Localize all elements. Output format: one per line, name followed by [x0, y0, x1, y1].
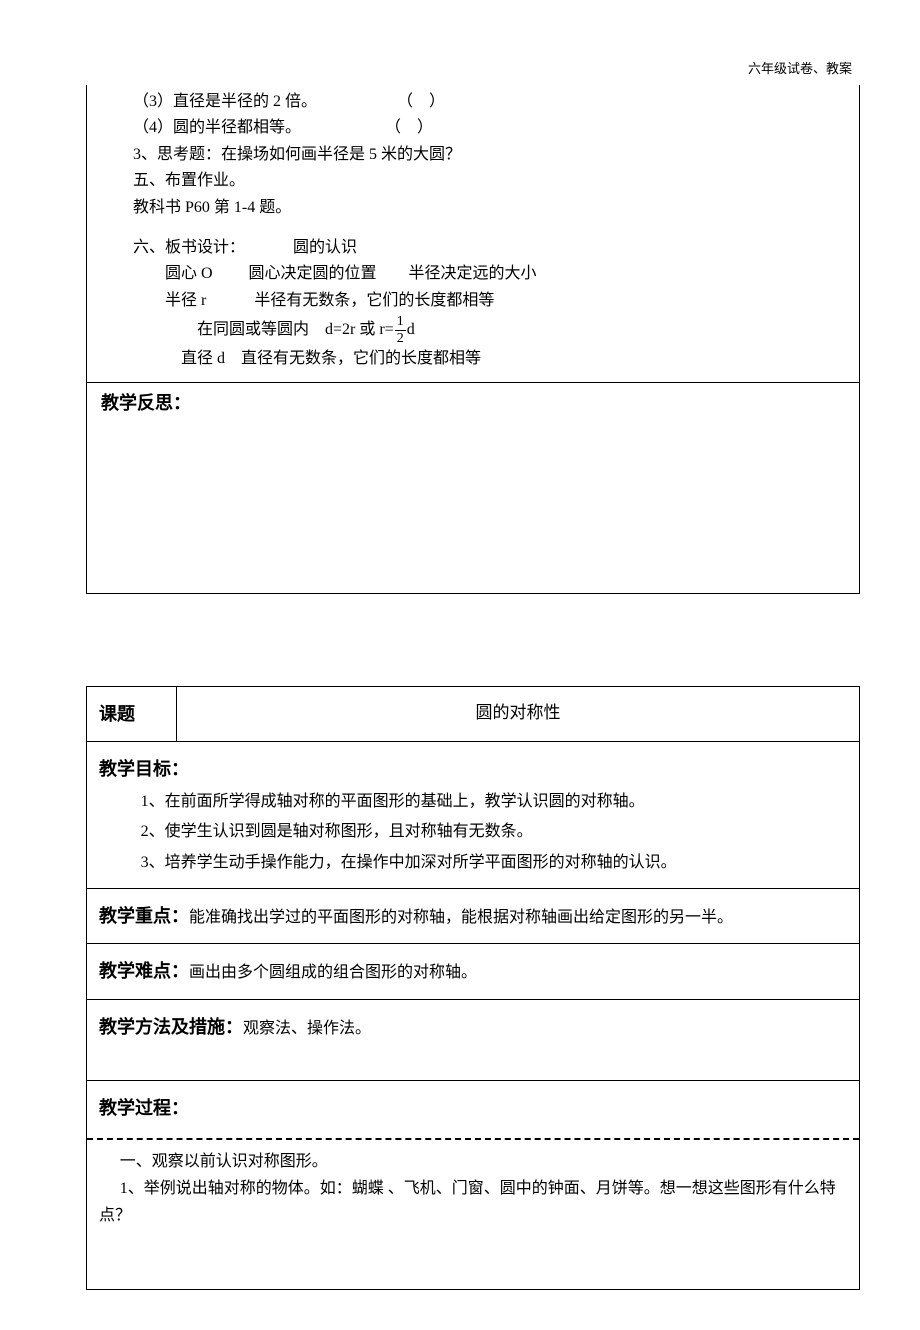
method-label: 教学方法及措施：	[99, 1017, 243, 1037]
item-4: （4）圆的半径都相等。 （ ）	[101, 115, 845, 141]
item-3: （3）直径是半径的 2 倍。 （ ）	[101, 89, 845, 115]
method-text: 观察法、操作法。	[243, 1020, 371, 1037]
homework: 教科书 P60 第 1-4 题。	[101, 195, 845, 221]
page-header-note: 六年级试卷、教案	[86, 58, 860, 77]
keypoint-cell: 教学重点：能准确找出学过的平面图形的对称轴，能根据对称轴画出给定图形的另一半。	[87, 889, 860, 944]
method-cell: 教学方法及措施：观察法、操作法。	[87, 999, 860, 1080]
lesson1-content: （3）直径是半径的 2 倍。 （ ） （4）圆的半径都相等。 （ ） 3、思考题…	[87, 85, 859, 383]
process-step-2: 1、举例说出轴对称的物体。如：蝴蝶 、飞机、门窗、圆中的钟面、月饼等。想一想这些…	[99, 1175, 847, 1229]
lesson-box-1: （3）直径是半径的 2 倍。 （ ） （4）圆的半径都相等。 （ ） 3、思考题…	[86, 85, 860, 594]
keypoint-text: 能准确找出学过的平面图形的对称轴，能根据对称轴画出给定图形的另一半。	[189, 909, 733, 926]
difficulty-cell: 教学难点：画出由多个圆组成的组合图形的对称轴。	[87, 944, 860, 999]
topic: 圆的对称性	[177, 687, 860, 742]
keti-label: 课题	[87, 687, 177, 742]
objectives-cell: 教学目标： 1、在前面所学得成轴对称的平面图形的基础上，教学认识圆的对称轴。 2…	[87, 742, 860, 889]
formula-pre: 在同圆或等圆内 d=2r 或 r=	[197, 317, 394, 343]
process-step-1: 一、观察以前认识对称图形。	[99, 1148, 847, 1175]
reflection-cell: 教学反思：	[87, 383, 859, 593]
fraction-num: 1	[395, 314, 406, 330]
process-cell: 教学过程： 一、观察以前认识对称图形。 1、举例说出轴对称的物体。如：蝴蝶 、飞…	[87, 1081, 860, 1290]
board-line-3: 直径 d 直径有无数条，它们的长度都相等	[101, 346, 845, 372]
objective-3: 3、培养学生动手操作能力，在操作中加深对所学平面图形的对称轴的认识。	[99, 848, 847, 878]
board-line-2: 半径 r 半径有无数条，它们的长度都相等	[101, 288, 845, 314]
process-step-2-text: 1、举例说出轴对称的物体。如：蝴蝶 、飞机、门窗、圆中的钟面、月饼等。想一想这些…	[99, 1180, 836, 1224]
board-formula: 在同圆或等圆内 d=2r 或 r= 1 2 d	[101, 314, 845, 346]
objective-2: 2、使学生认识到圆是轴对称图形，且对称轴有无数条。	[99, 817, 847, 847]
section-6: 六、板书设计： 圆的认识	[101, 235, 845, 261]
difficulty-text: 画出由多个圆组成的组合图形的对称轴。	[189, 964, 477, 981]
fraction-den: 2	[395, 331, 406, 346]
lesson-box-2: 课题 圆的对称性 教学目标： 1、在前面所学得成轴对称的平面图形的基础上，教学认…	[86, 686, 860, 1290]
difficulty-label: 教学难点：	[99, 961, 189, 981]
thinking-q: 3、思考题：在操场如何画半径是 5 米的大圆？	[101, 142, 845, 168]
objective-1: 1、在前面所学得成轴对称的平面图形的基础上，教学认识圆的对称轴。	[99, 787, 847, 817]
keypoint-label: 教学重点：	[99, 906, 189, 926]
board-line-1: 圆心 O 圆心决定圆的位置 半径决定远的大小	[101, 261, 845, 287]
objectives-label: 教学目标：	[99, 759, 189, 779]
fraction: 1 2	[395, 314, 406, 346]
reflection-label: 教学反思：	[101, 393, 191, 413]
formula-post: d	[407, 317, 415, 343]
section-5: 五、布置作业。	[101, 168, 845, 194]
process-label: 教学过程：	[99, 1098, 189, 1118]
